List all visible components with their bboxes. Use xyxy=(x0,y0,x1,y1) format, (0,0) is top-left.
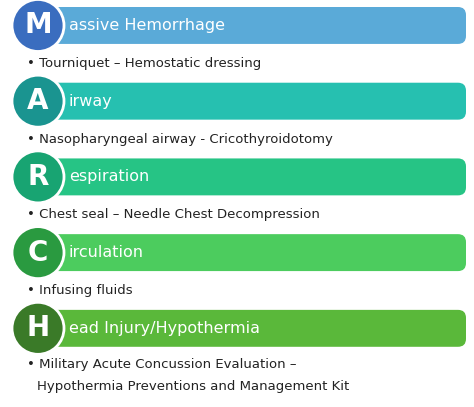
Text: irculation: irculation xyxy=(69,245,144,260)
FancyBboxPatch shape xyxy=(28,158,466,195)
FancyBboxPatch shape xyxy=(28,310,466,347)
Text: R: R xyxy=(27,163,49,191)
Text: A: A xyxy=(27,87,49,115)
Text: Hypothermia Preventions and Management Kit: Hypothermia Preventions and Management K… xyxy=(37,380,349,392)
Text: espiration: espiration xyxy=(69,169,149,184)
Circle shape xyxy=(12,302,64,354)
Text: • Chest seal – Needle Chest Decompression: • Chest seal – Needle Chest Decompressio… xyxy=(27,208,320,221)
Text: C: C xyxy=(28,239,48,267)
Text: irway: irway xyxy=(69,94,113,109)
Text: • Infusing fluids: • Infusing fluids xyxy=(27,284,133,297)
FancyBboxPatch shape xyxy=(28,7,466,44)
Text: • Tourniquet – Hemostatic dressing: • Tourniquet – Hemostatic dressing xyxy=(27,57,261,70)
FancyBboxPatch shape xyxy=(28,234,466,271)
Text: • Military Acute Concussion Evaluation –: • Military Acute Concussion Evaluation – xyxy=(27,358,297,371)
FancyBboxPatch shape xyxy=(28,83,466,120)
Text: • Nasopharyngeal airway - Cricothyroidotomy: • Nasopharyngeal airway - Cricothyroidot… xyxy=(27,133,333,146)
Circle shape xyxy=(12,151,64,203)
Circle shape xyxy=(12,227,64,279)
Text: assive Hemorrhage: assive Hemorrhage xyxy=(69,18,225,33)
Text: M: M xyxy=(24,11,52,39)
Circle shape xyxy=(12,0,64,51)
Text: ead Injury/Hypothermia: ead Injury/Hypothermia xyxy=(69,321,260,336)
Circle shape xyxy=(12,75,64,127)
Text: H: H xyxy=(27,314,50,342)
